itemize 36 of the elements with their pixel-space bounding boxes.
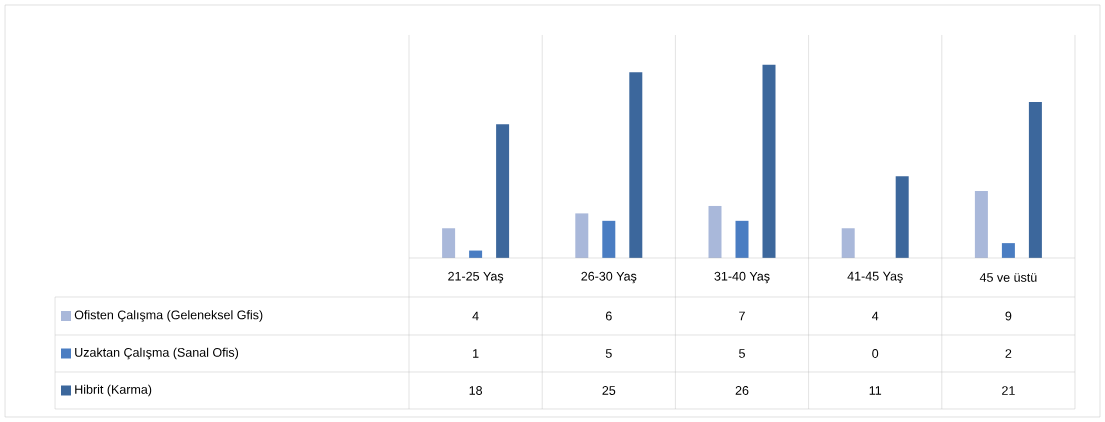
data-label: 5	[739, 349, 745, 358]
data-label: 11	[869, 386, 882, 395]
data-label: 4	[872, 311, 879, 321]
legend-label: Hibrit (Karma)	[75, 384, 152, 397]
x-tick-label: 45 ve üstü	[979, 273, 1037, 282]
data-label: 1	[473, 349, 479, 358]
bar	[735, 220, 749, 258]
bar	[575, 213, 589, 258]
bar	[974, 191, 988, 258]
legend-label: Uzaktan Çalışma (Sanal Ofis)	[75, 347, 239, 360]
bar	[841, 228, 855, 258]
x-tick-label: 21-25 Yaş	[448, 271, 504, 284]
x-tick-label: 31-40 Yaş	[714, 271, 770, 284]
data-label: 21	[1002, 386, 1015, 395]
bar	[895, 176, 909, 258]
bar	[1001, 243, 1015, 258]
data-label: 25	[602, 386, 616, 395]
bar	[602, 220, 616, 258]
data-label: 0	[872, 349, 879, 358]
bar	[629, 72, 643, 258]
legend-label: Ofisten Çalışma (Geleneksel Gfis)	[74, 310, 263, 322]
bar	[496, 124, 510, 258]
bar	[762, 64, 776, 258]
data-label: 5	[605, 349, 612, 358]
data-label: 26	[735, 386, 749, 395]
bar	[1028, 101, 1042, 258]
data-label: 2	[1005, 349, 1012, 358]
bar	[442, 228, 456, 258]
data-label: 9	[1005, 311, 1012, 321]
x-tick-label: 26-30 Yaş	[581, 271, 637, 284]
data-label: 18	[469, 386, 483, 395]
data-label: 4	[472, 311, 479, 321]
data-label: 7	[739, 311, 745, 321]
x-tick-label: 41-45 Yaş	[847, 271, 903, 284]
bar	[708, 205, 722, 258]
data-label: 6	[605, 311, 612, 321]
